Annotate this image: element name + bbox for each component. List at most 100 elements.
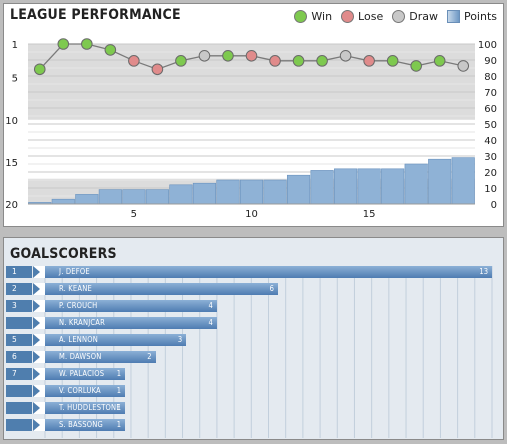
rank-arrow-icon <box>33 266 47 278</box>
scorer-goals: 3 <box>177 335 183 344</box>
scorer-row: V. CORLUKA 1 <box>6 385 501 397</box>
points-bar <box>451 157 475 205</box>
points-bar <box>263 179 287 205</box>
result-point-win <box>410 60 422 72</box>
scorer-name: S. BASSONG <box>59 420 103 429</box>
chart-legend: Win Lose Draw Points <box>285 10 497 23</box>
rank-arrow-icon <box>33 385 47 397</box>
points-tick-label: 30 <box>484 152 497 163</box>
points-tick-label: 50 <box>484 120 497 131</box>
scorer-rank: 7 <box>6 368 32 380</box>
legend-draw: Draw <box>392 10 438 23</box>
scorer-row: 3 P. CROUCH 4 <box>6 300 501 312</box>
rank-arrow-icon <box>33 317 47 329</box>
lose-dot-icon <box>341 10 355 23</box>
scorer-row: 1 J. DEFOE 13 <box>6 266 501 278</box>
legend-points: Points <box>446 10 497 23</box>
scorer-rank: 1 <box>6 266 32 278</box>
rank-arrow-icon <box>33 368 47 380</box>
scorer-goals: 1 <box>116 420 121 429</box>
scorer-goals: 1 <box>116 369 121 378</box>
result-point-lose <box>269 55 281 67</box>
draw-dot-icon <box>392 10 406 23</box>
scorer-row: 7 W. PALACIOS 1 <box>6 368 501 380</box>
legend-lose: Lose <box>341 10 383 23</box>
scorer-rank: 6 <box>6 351 32 363</box>
goals-bar: S. BASSONG 1 <box>45 419 125 431</box>
rank-arrow-icon <box>33 402 47 414</box>
points-bar <box>192 182 217 205</box>
result-point-win <box>222 49 234 62</box>
position-tick-label: 15 <box>5 158 18 169</box>
result-point-lose <box>151 63 164 76</box>
scorer-row: 5 A. LENNON 3 <box>6 334 501 346</box>
goals-bar: W. PALACIOS 1 <box>45 368 125 380</box>
points-bar <box>310 170 334 205</box>
points-bar <box>122 189 146 205</box>
scorer-row: N. KRANJCAR 4 <box>6 317 501 329</box>
points-bar <box>98 189 122 205</box>
scorer-name: R. KEANE <box>59 284 92 293</box>
points-bar <box>334 168 358 205</box>
goals-bar: P. CROUCH 4 <box>45 300 217 312</box>
result-point-draw <box>339 49 352 62</box>
scorer-name: V. CORLUKA <box>59 386 101 395</box>
rank-arrow-icon <box>33 300 47 312</box>
rank-arrow-icon <box>33 419 47 431</box>
goals-bar: T. HUDDLESTONE 1 <box>45 402 125 414</box>
result-point-lose <box>245 49 258 62</box>
scorer-goals: 1 <box>116 386 121 395</box>
points-tick-label: 0 <box>491 200 497 211</box>
points-bar <box>145 189 169 205</box>
win-dot-icon <box>294 10 308 23</box>
scorer-row: 2 R. KEANE 6 <box>6 283 501 295</box>
legend-win: Win <box>294 10 332 23</box>
result-point-draw <box>198 49 211 62</box>
x-tick-label: 5 <box>131 209 137 220</box>
result-point-win <box>175 55 187 67</box>
result-point-win <box>386 55 399 67</box>
scorer-goals: 4 <box>208 301 213 310</box>
scorer-name: T. HUDDLESTONE <box>59 403 121 412</box>
scorer-goals: 1 <box>116 403 121 412</box>
points-tick-label: 80 <box>484 72 497 83</box>
points-tick-label: 100 <box>478 40 497 51</box>
position-tick-label: 1 <box>12 40 18 51</box>
goalscorers-chart: 1 J. DEFOE 13 2 R. KEANE 6 3 P. CROUCH 4 N. KRANJ… <box>4 266 503 438</box>
scorer-rank: 5 <box>6 334 32 346</box>
result-point-lose <box>128 55 140 67</box>
result-point-win <box>104 44 117 56</box>
rank-arrow-icon <box>33 283 47 295</box>
position-tick-label: 10 <box>5 116 18 127</box>
points-square-icon <box>446 10 460 23</box>
goals-bar: M. DAWSON 2 <box>45 351 156 363</box>
position-tick-label: 5 <box>12 74 18 85</box>
scorer-rank <box>6 419 32 431</box>
scorer-rank <box>6 317 32 329</box>
result-point-win <box>316 55 328 67</box>
points-tick-label: 60 <box>484 104 497 115</box>
scorer-row: T. HUDDLESTONE 1 <box>6 402 501 414</box>
scorer-rank: 3 <box>6 300 32 312</box>
scorer-name: P. CROUCH <box>59 301 98 310</box>
points-bar <box>75 194 99 205</box>
points-bar <box>357 168 381 205</box>
scorer-goals: 6 <box>269 284 274 293</box>
points-tick-label: 20 <box>484 168 497 179</box>
scorer-name: W. PALACIOS <box>59 369 105 378</box>
scorer-name: J. DEFOE <box>59 267 90 276</box>
scorer-rank <box>6 385 32 397</box>
x-tick-label: 10 <box>245 209 258 220</box>
position-tick-label: 20 <box>5 200 18 211</box>
result-point-win <box>292 55 305 67</box>
league-performance-panel: LEAGUE PERFORMANCE Win Lose Draw Points … <box>3 3 504 227</box>
scorer-name: M. DAWSON <box>59 352 102 361</box>
result-point-lose <box>363 55 375 67</box>
points-bar <box>381 168 405 205</box>
rank-arrow-icon <box>33 351 47 363</box>
points-bar <box>404 163 428 205</box>
points-tick-label: 90 <box>484 56 497 67</box>
scorer-rank <box>6 402 32 414</box>
points-bar <box>51 198 75 205</box>
